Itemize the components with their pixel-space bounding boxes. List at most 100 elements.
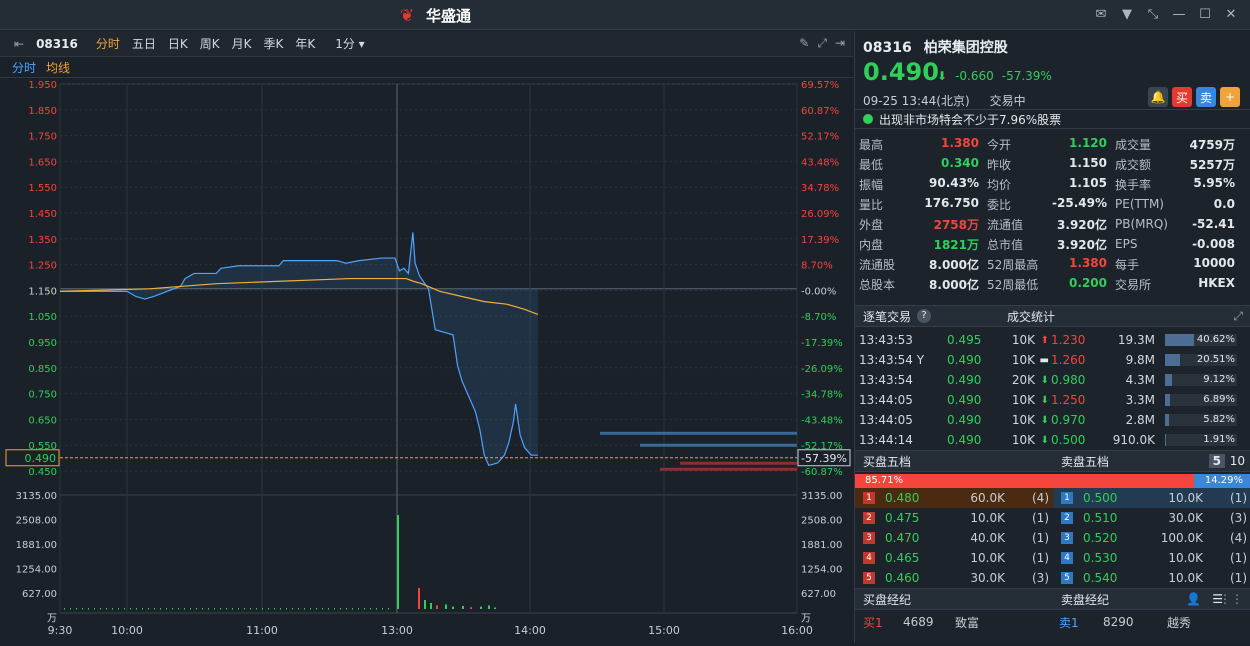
- volume-bar: [196, 608, 197, 610]
- volume-bar: [322, 608, 323, 610]
- price-change: -0.660: [955, 69, 994, 83]
- bid-price: 0.480: [885, 491, 920, 505]
- y-pct-tick: 69.57%: [801, 80, 839, 91]
- tab-yearly[interactable]: 年K: [295, 37, 316, 51]
- person-icon[interactable]: 👤: [1186, 592, 1201, 606]
- stat-cell: 交易所 HKEX: [1115, 276, 1243, 293]
- volume-bar: [208, 608, 209, 610]
- tab-daily[interactable]: 日K: [167, 37, 188, 51]
- ask-volume: 100.0K: [1160, 531, 1203, 545]
- volume-bar: [88, 608, 89, 610]
- grid-icon[interactable]: ⋮⋮: [1219, 592, 1243, 606]
- ask-broker-title: 卖盘经纪: [1061, 592, 1110, 607]
- x-tick: 10:00: [111, 624, 143, 637]
- pct-change: -57.39%: [1001, 69, 1052, 83]
- bid-price: 0.460: [885, 571, 920, 585]
- bid-broker-name: 致富: [955, 615, 980, 630]
- volume-bar: [130, 608, 131, 610]
- y-pct-tick: -8.70%: [801, 312, 836, 323]
- stat-cell: 委比 -25.49%: [987, 196, 1115, 213]
- volume-bar: [226, 608, 227, 610]
- dist-bar: 1.91%: [1165, 434, 1237, 446]
- y-pct-tick: -26.09%: [801, 364, 843, 375]
- dist-bar-fill: [1165, 374, 1172, 386]
- close-button[interactable]: ✕: [1225, 6, 1237, 22]
- stat-cell: 昨收 1.150: [987, 156, 1115, 173]
- ask-volume: 10.0K: [1168, 551, 1203, 565]
- stat-value: 90.43%: [929, 175, 979, 190]
- interval-select[interactable]: 1分 ▾: [335, 37, 365, 51]
- skin-icon[interactable]: ▼: [1122, 6, 1132, 22]
- tab-5day[interactable]: 五日: [131, 37, 156, 51]
- trade-price: 0.490: [947, 413, 982, 427]
- stat-value: 5257万: [1189, 157, 1235, 172]
- vol-tick-left: 1881.00: [16, 540, 57, 551]
- volume-bar: [418, 588, 420, 609]
- x-tick: 11:00: [246, 624, 278, 637]
- volume-bar: [160, 608, 161, 610]
- volume-bar: [256, 608, 257, 610]
- list-icon[interactable]: ☰: [1212, 592, 1223, 606]
- y-price-tick: 1.550: [28, 183, 57, 194]
- stat-value: 0.340: [941, 155, 979, 170]
- expand-icon[interactable]: ⇥: [834, 36, 845, 50]
- tab-weekly[interactable]: 周K: [199, 37, 220, 51]
- volume-bar: [214, 608, 215, 610]
- intraday-chart[interactable]: 1.950 69.57% 1.850 60.87% 1.750 52.17% 1.650 43…: [0, 78, 853, 643]
- tab-quarterly[interactable]: 季K: [263, 37, 284, 51]
- volume-bar: [328, 608, 329, 610]
- vol-tick-left: 2508.00: [16, 516, 57, 527]
- depth-bar: [640, 443, 797, 447]
- help-icon[interactable]: ?: [917, 309, 932, 323]
- fullscreen-icon[interactable]: ⤢: [817, 36, 827, 50]
- trade-row: 13:44:05 0.490 10K ⬇: [859, 410, 1049, 430]
- stats-row: 总股本 8.000亿 52周最低 0.200 交易所 HKEX: [859, 274, 1245, 294]
- tab-intraday[interactable]: 分时: [95, 37, 120, 51]
- stat-value: 5.95%: [1193, 175, 1235, 190]
- stat-value: 1.380: [941, 135, 979, 150]
- volume-bar: [106, 608, 107, 610]
- stat-key: 成交量: [1115, 137, 1152, 152]
- volume-bar: [358, 608, 359, 610]
- collapse-icon[interactable]: ⇤: [14, 36, 25, 51]
- ask-broker-name: 越秀: [1167, 615, 1192, 630]
- maximize-button[interactable]: ☐: [1199, 6, 1211, 22]
- tab-monthly[interactable]: 月K: [231, 37, 252, 51]
- pen-icon[interactable]: ✎: [799, 36, 810, 50]
- dist-row: 1.230 19.3M 40.62%: [1051, 330, 1247, 350]
- mail-icon[interactable]: ✉: [1095, 6, 1107, 22]
- stat-key: 最高: [859, 137, 884, 152]
- trade-dir-icon: ⬇: [1040, 374, 1049, 386]
- stats-row: 振幅 90.43% 均价 1.105 换手率 5.95%: [859, 174, 1245, 194]
- alert-bell-icon[interactable]: 🔔: [1148, 87, 1168, 107]
- bid-orders: (1): [1032, 551, 1049, 565]
- avg-line-label[interactable]: 均线: [46, 61, 71, 75]
- stat-cell: 成交额 5257万: [1115, 156, 1243, 173]
- logo-icon: ❦: [400, 5, 415, 26]
- level-10-button[interactable]: 10: [1229, 454, 1245, 468]
- notice-bar[interactable]: 出现非市场特会不少于7.96%股票: [855, 109, 1250, 129]
- volume-bar: [480, 606, 482, 609]
- quote-panel: 08316 柏荣集团控股 0.490 ⬇ -0.660 -57.39% 09-25…: [854, 31, 1250, 643]
- sell-button[interactable]: 卖: [1196, 87, 1216, 107]
- ask-price: 0.530: [1083, 551, 1118, 565]
- x-tick: 15:00: [648, 624, 680, 637]
- buy-button[interactable]: 买: [1172, 87, 1192, 107]
- add-watchlist-button[interactable]: +: [1220, 87, 1240, 107]
- orderbook-row: 1 0.480 60.0K (4) 1 0.500 10.0K (1): [855, 488, 1250, 508]
- minimize-button[interactable]: —: [1172, 6, 1186, 22]
- shrink-icon[interactable]: ⤡: [1147, 6, 1159, 22]
- stat-value: 1821万: [933, 237, 979, 252]
- stat-cell: 均价 1.105: [987, 176, 1115, 193]
- expand-dist-icon[interactable]: ⤢: [1233, 308, 1243, 323]
- stat-value: -25.49%: [1052, 195, 1107, 210]
- bid-price: 0.465: [885, 551, 920, 565]
- volume-bar: [172, 608, 173, 610]
- dist-pct: 6.89%: [1203, 394, 1235, 405]
- intraday-label[interactable]: 分时: [12, 61, 37, 75]
- ask-volume: 30.0K: [1168, 511, 1203, 525]
- depth-bar: [600, 431, 797, 435]
- volume-bar: [397, 515, 399, 609]
- y-price-tick: 1.250: [28, 261, 57, 272]
- level-5-button[interactable]: 5: [1208, 454, 1225, 468]
